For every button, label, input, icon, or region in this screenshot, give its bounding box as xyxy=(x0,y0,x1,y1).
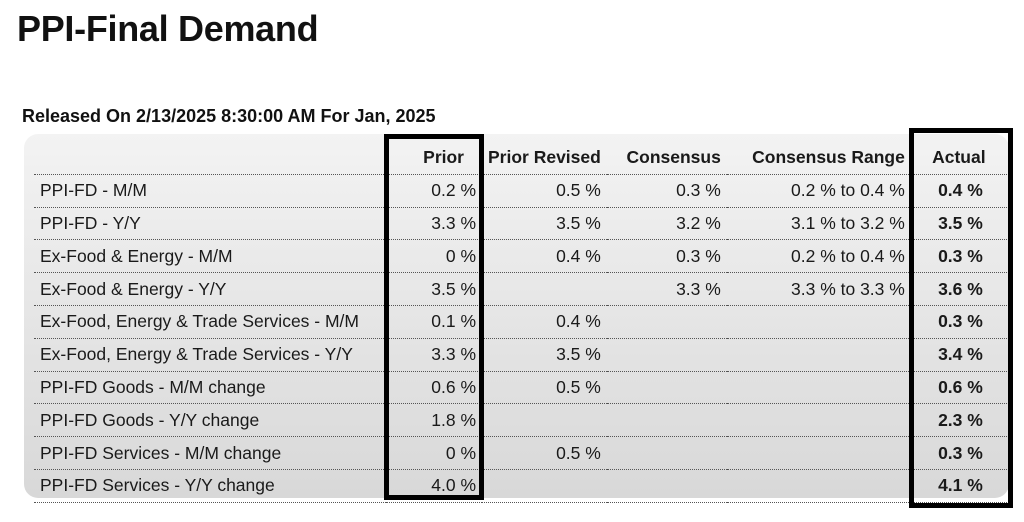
consensus-value xyxy=(606,403,727,438)
prior-revised-value: 3.5 % xyxy=(482,207,607,241)
prior-value: 3.5 % xyxy=(386,272,482,306)
header-prior-revised: Prior Revised xyxy=(482,142,607,175)
consensus-range-value xyxy=(726,436,911,470)
consensus-value: 0.3 % xyxy=(606,239,727,274)
table-row: Ex-Food & Energy - Y/Y 3.5 % 3.3 % 3.3 %… xyxy=(34,272,1007,306)
release-info: Released On 2/13/2025 8:30:00 AM For Jan… xyxy=(22,106,436,126)
header-actual: Actual xyxy=(910,142,1007,175)
actual-value: 0.3 % xyxy=(910,305,1007,339)
header-prior: Prior xyxy=(386,142,482,175)
consensus-range-value: 3.3 % to 3.3 % xyxy=(726,272,911,306)
page-title: PPI-Final Demand xyxy=(17,8,319,49)
row-label: PPI-FD - M/M xyxy=(34,174,386,208)
consensus-value xyxy=(606,371,727,405)
consensus-value: 3.2 % xyxy=(606,207,727,241)
prior-revised-value: 0.5 % xyxy=(482,371,607,405)
row-label: Ex-Food & Energy - Y/Y xyxy=(34,272,386,306)
actual-value: 3.4 % xyxy=(910,338,1007,372)
consensus-value xyxy=(606,469,727,503)
actual-value: 3.6 % xyxy=(910,272,1007,306)
prior-revised-value: 0.5 % xyxy=(482,174,607,208)
prior-value: 1.8 % xyxy=(386,403,482,438)
prior-column-highlight-box xyxy=(384,134,484,500)
consensus-value: 3.3 % xyxy=(606,272,727,306)
row-label: PPI-FD Goods - Y/Y change xyxy=(34,403,386,438)
consensus-value xyxy=(606,305,727,339)
table-header-row: Prior Prior Revised Consensus Consensus … xyxy=(34,142,1007,175)
prior-value: 3.3 % xyxy=(386,207,482,241)
row-label: PPI-FD - Y/Y xyxy=(34,207,386,241)
row-label: PPI-FD Goods - M/M change xyxy=(34,371,386,405)
row-label: PPI-FD Services - M/M change xyxy=(34,436,386,470)
prior-revised-value xyxy=(482,469,607,503)
table-row: PPI-FD - M/M 0.2 % 0.5 % 0.3 % 0.2 % to … xyxy=(34,174,1007,208)
prior-value: 0.2 % xyxy=(386,174,482,208)
consensus-range-value xyxy=(726,305,911,339)
table-row: PPI-FD Goods - M/M change 0.6 % 0.5 % 0.… xyxy=(34,371,1007,405)
header-consensus: Consensus xyxy=(606,142,727,175)
row-label: Ex-Food, Energy & Trade Services - M/M xyxy=(34,305,386,339)
prior-revised-value xyxy=(482,272,607,306)
actual-value: 4.1 % xyxy=(910,469,1007,503)
actual-value: 0.3 % xyxy=(910,436,1007,470)
row-label: PPI-FD Services - Y/Y change xyxy=(34,469,386,503)
consensus-value: 0.3 % xyxy=(606,174,727,208)
actual-value: 2.3 % xyxy=(910,403,1007,438)
consensus-range-value xyxy=(726,371,911,405)
table-row: PPI-FD - Y/Y 3.3 % 3.5 % 3.2 % 3.1 % to … xyxy=(34,207,1007,241)
prior-revised-value: 0.4 % xyxy=(482,239,607,274)
consensus-range-value: 3.1 % to 3.2 % xyxy=(726,207,911,241)
prior-value: 0 % xyxy=(386,239,482,274)
row-label: Ex-Food & Energy - M/M xyxy=(34,239,386,274)
prior-value: 0 % xyxy=(386,436,482,470)
prior-revised-value: 0.5 % xyxy=(482,436,607,470)
table-row: Ex-Food, Energy & Trade Services - Y/Y 3… xyxy=(34,338,1007,372)
table-row: PPI-FD Services - M/M change 0 % 0.5 % 0… xyxy=(34,436,1007,470)
row-label: Ex-Food, Energy & Trade Services - Y/Y xyxy=(34,338,386,372)
table-row: Ex-Food, Energy & Trade Services - M/M 0… xyxy=(34,305,1007,339)
prior-revised-value xyxy=(482,403,607,438)
table-row: PPI-FD Goods - Y/Y change 1.8 % 2.3 % xyxy=(34,403,1007,438)
header-consensus-range: Consensus Range xyxy=(726,142,911,175)
actual-column-highlight-box xyxy=(909,128,1013,508)
consensus-range-value: 0.2 % to 0.4 % xyxy=(726,239,911,274)
table-row: PPI-FD Services - Y/Y change 4.0 % 4.1 % xyxy=(34,469,1007,503)
prior-value: 3.3 % xyxy=(386,338,482,372)
consensus-range-value xyxy=(726,338,911,372)
consensus-value xyxy=(606,436,727,470)
actual-value: 0.6 % xyxy=(910,371,1007,405)
consensus-range-value: 0.2 % to 0.4 % xyxy=(726,174,911,208)
prior-revised-value: 0.4 % xyxy=(482,305,607,339)
prior-value: 0.1 % xyxy=(386,305,482,339)
prior-value: 0.6 % xyxy=(386,371,482,405)
prior-revised-value: 3.5 % xyxy=(482,338,607,372)
consensus-value xyxy=(606,338,727,372)
actual-value: 3.5 % xyxy=(910,207,1007,241)
ppi-data-table: Prior Prior Revised Consensus Consensus … xyxy=(34,142,1007,503)
actual-value: 0.4 % xyxy=(910,174,1007,208)
table-row: Ex-Food & Energy - M/M 0 % 0.4 % 0.3 % 0… xyxy=(34,239,1007,274)
consensus-range-value xyxy=(726,469,911,503)
header-label xyxy=(34,142,386,175)
consensus-range-value xyxy=(726,403,911,438)
actual-value: 0.3 % xyxy=(910,239,1007,274)
